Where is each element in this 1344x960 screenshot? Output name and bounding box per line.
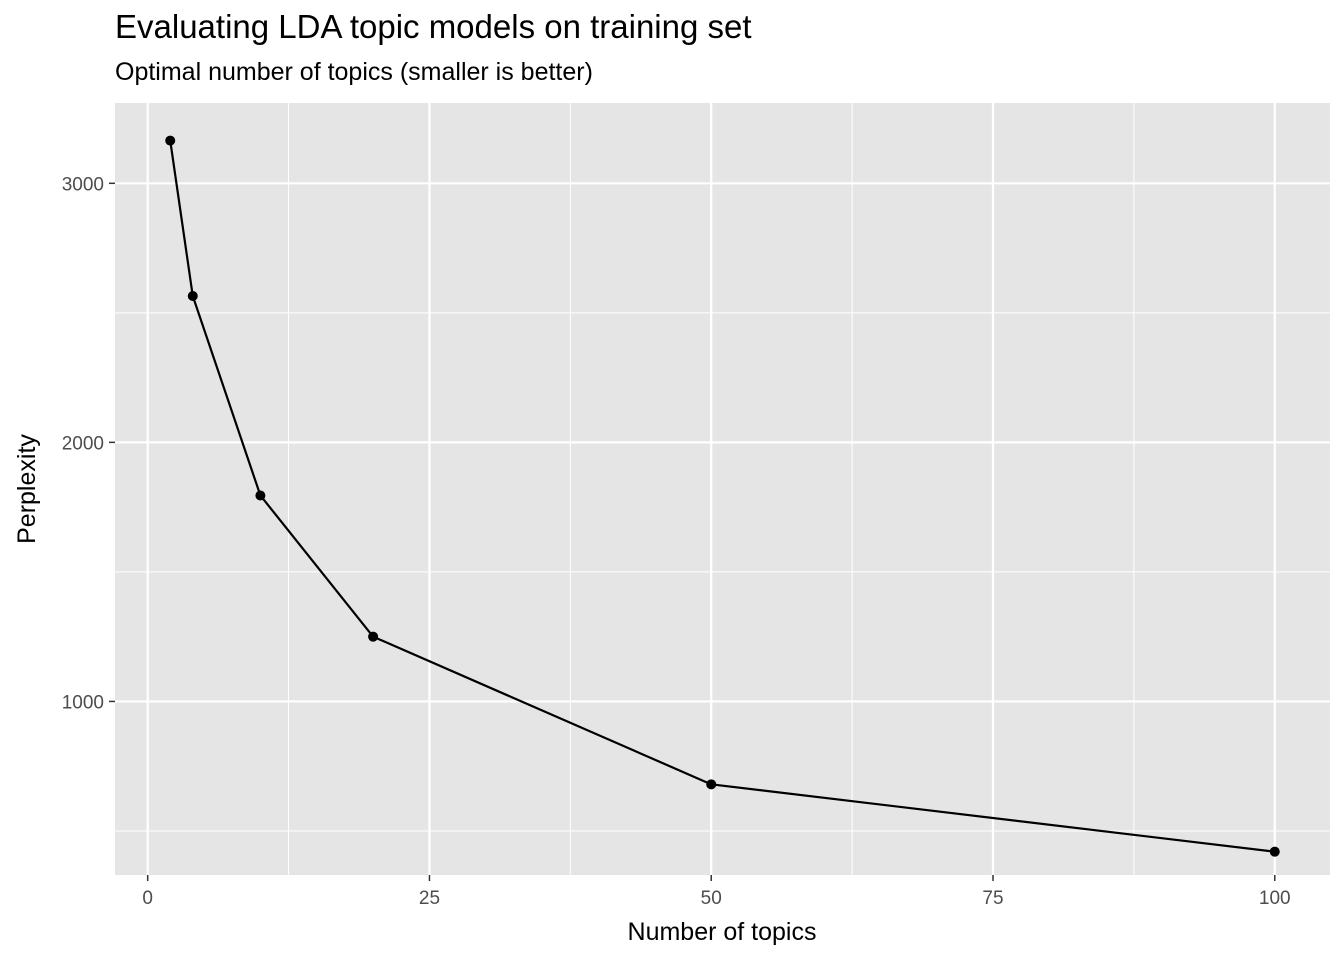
data-point	[165, 135, 176, 146]
y-tick-label: 2000	[62, 433, 104, 454]
x-tick-label: 25	[419, 888, 440, 909]
data-point	[368, 631, 379, 642]
chart-title: Evaluating LDA topic models on training …	[115, 8, 752, 45]
y-tick-label: 1000	[62, 692, 104, 713]
x-tick-label: 100	[1259, 888, 1291, 909]
x-tick-label: 0	[142, 888, 153, 909]
chart-subtitle: Optimal number of topics (smaller is bet…	[115, 58, 593, 86]
data-point	[706, 779, 717, 790]
y-tick-label: 3000	[62, 174, 104, 195]
minor-grid	[115, 103, 1330, 875]
data-point	[1269, 846, 1280, 857]
series-layer	[165, 135, 1280, 857]
plot-panel	[115, 103, 1330, 875]
x-tick-label: 75	[982, 888, 1003, 909]
x-tick-label: 50	[701, 888, 722, 909]
y-axis-title: Perplexity	[13, 434, 41, 544]
series-line	[169, 140, 1275, 853]
data-point	[187, 291, 198, 301]
axis-ticks: 0 25 50 75 100 1000 2000 3000	[62, 174, 1291, 909]
data-point	[255, 490, 266, 501]
x-axis-title: Number of topics	[628, 918, 817, 946]
major-grid	[115, 103, 1330, 875]
